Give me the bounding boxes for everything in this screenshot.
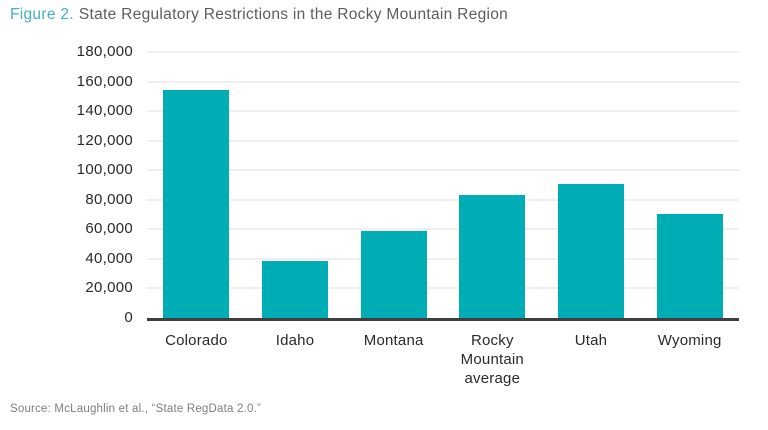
bar-colorado: [163, 89, 230, 318]
y-tick-label: 140,000: [76, 102, 133, 120]
gridline: [147, 287, 739, 290]
chart-title-text: State Regulatory Restrictions in the Roc…: [78, 6, 509, 23]
y-tick-label: 60,000: [85, 220, 133, 238]
gridline: [147, 169, 739, 172]
y-tick-label: 160,000: [76, 72, 133, 90]
x-tick-label-wyoming: Wyoming: [657, 332, 722, 349]
y-tick-label: 120,000: [76, 131, 133, 149]
x-axis-line: [147, 318, 739, 321]
x-tick-label-colorado: Colorado: [165, 332, 228, 349]
chart-title: Figure 2. State Regulatory Restrictions i…: [10, 6, 508, 24]
gridline: [147, 80, 739, 83]
gridline: [147, 257, 739, 260]
y-tick-label: 80,000: [85, 190, 133, 208]
y-tick-label: 40,000: [85, 249, 133, 267]
x-tick-label-montana: Montana: [363, 332, 424, 349]
bar-rocky-mountain-average: [459, 195, 526, 318]
source-note: Source: McLaughlin et al., “State RegDat…: [10, 403, 262, 415]
figure-number-label: Figure 2.: [10, 6, 74, 23]
gridline: [147, 139, 739, 142]
y-tick-label: 0: [124, 309, 133, 326]
x-tick-label-rocky-mountain-average: Rocky Mountain average: [460, 332, 524, 387]
y-tick-label: 20,000: [85, 279, 133, 297]
y-tick-label: 180,000: [76, 43, 133, 60]
x-tick-label-idaho: Idaho: [275, 332, 315, 349]
x-tick-label-utah: Utah: [574, 332, 608, 349]
y-tick-label: 100,000: [76, 161, 133, 179]
plot-area: [147, 51, 739, 318]
bar-wyoming: [656, 213, 723, 318]
bar-idaho: [262, 261, 328, 318]
gridline: [147, 228, 739, 231]
gridline: [147, 198, 739, 201]
gridline: [147, 110, 739, 113]
bar-montana: [360, 230, 427, 318]
bar-utah: [558, 184, 624, 318]
gridline: [147, 51, 739, 53]
